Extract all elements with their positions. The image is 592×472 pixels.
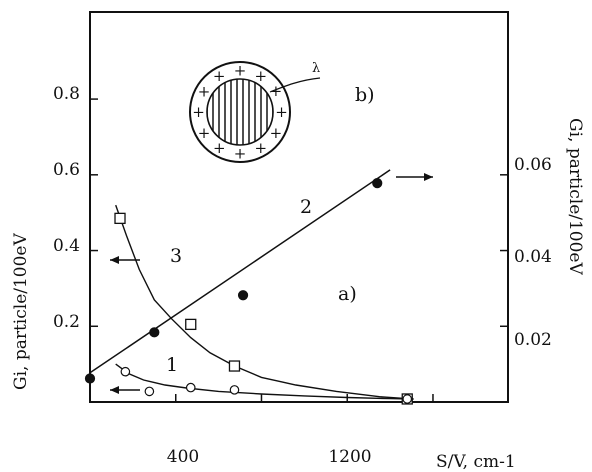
data-point — [185, 382, 196, 393]
inset-plus-sign: + — [213, 139, 226, 157]
y-left-tick-label: 0.6 — [53, 160, 80, 180]
data-point — [228, 360, 241, 372]
y-right-tick-label: 0.04 — [514, 247, 552, 267]
panel-label-a: a) — [338, 283, 357, 305]
series-2-fit-line — [89, 169, 391, 374]
inset-plus-sign: + — [192, 103, 205, 121]
inset-core-hatched — [206, 78, 274, 146]
plot-area — [84, 11, 509, 405]
data-point — [229, 385, 240, 395]
inset-plus-sign: + — [213, 67, 226, 85]
chart-labels: 400 1200 S/V, cm-1 0.2 0.4 0.6 0.8 0.02 … — [11, 61, 585, 472]
y-left-tick-label: 0.2 — [53, 312, 80, 332]
data-point — [149, 327, 160, 338]
x-axis-label: S/V, cm-1 — [436, 452, 516, 472]
inset-lambda-leader — [269, 77, 321, 93]
series-3-curve — [115, 204, 412, 400]
inset-plus-sign: + — [275, 103, 288, 121]
inset-plus-sign: + — [270, 82, 283, 100]
series-1-curve — [115, 363, 414, 400]
curve-label-2: 2 — [300, 196, 312, 218]
data-point — [120, 366, 131, 377]
x-tick-label: 400 — [167, 447, 199, 467]
plot-frame — [89, 11, 509, 403]
inset-plus-sign: + — [234, 62, 247, 80]
data-point — [372, 178, 383, 189]
y-left-tick-label: 0.8 — [53, 84, 80, 104]
y-left-axis-label: Gi, particle/100eV — [11, 233, 31, 390]
x-tick-label: 1200 — [328, 447, 371, 467]
arrow-left-axis-head — [110, 256, 119, 264]
data-point — [84, 373, 96, 384]
data-point — [144, 386, 155, 397]
panel-label-b: b) — [355, 84, 375, 106]
arrow-left-axis-head — [110, 386, 119, 394]
y-left-tick-label: 0.4 — [53, 236, 80, 256]
inset-plus-sign: + — [270, 124, 283, 142]
y-right-tick-label: 0.02 — [514, 330, 552, 350]
data-point — [237, 290, 249, 301]
data-point — [402, 394, 413, 404]
y-right-axis-label: Gi, particle/100eV — [565, 118, 585, 275]
data-point — [185, 318, 197, 331]
inset-plus-sign: + — [198, 82, 211, 100]
inset-plus-sign: + — [198, 124, 211, 142]
inset-plus-sign: + — [234, 145, 247, 163]
curve-label-1: 1 — [166, 354, 178, 376]
inset-plus-sign: + — [255, 139, 268, 157]
data-point — [114, 212, 126, 225]
y-right-tick-label: 0.06 — [514, 155, 552, 175]
curve-label-3: 3 — [170, 245, 182, 267]
arrow-right-axis-head — [424, 173, 433, 181]
inset-lambda-label: λ — [312, 61, 320, 76]
inset-plus-sign: + — [255, 67, 268, 85]
